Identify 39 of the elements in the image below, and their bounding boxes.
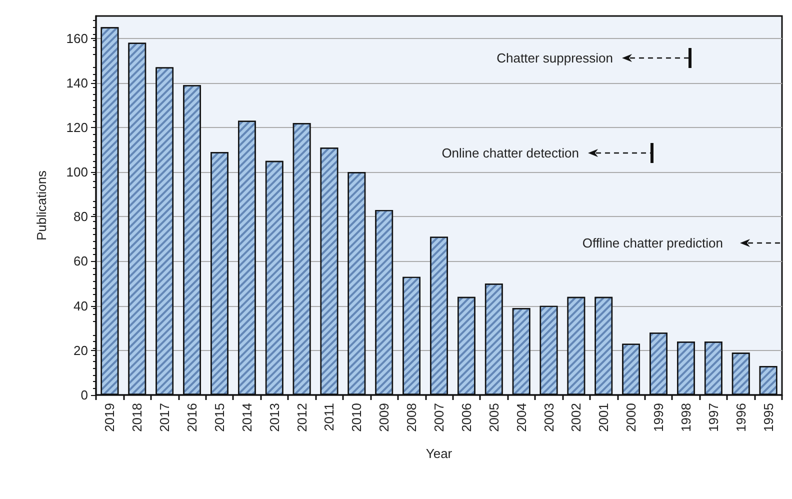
x-tick-label: 2012 [294, 403, 310, 432]
y-tick-label: 20 [74, 342, 88, 358]
x-tick-label: 2010 [349, 403, 364, 432]
y-tick-label: 140 [66, 75, 88, 90]
x-tick-label: 2007 [432, 403, 446, 432]
x-tick-label: 2015 [212, 403, 227, 432]
x-tick-label: 1998 [678, 403, 694, 432]
x-tick-label: 2005 [486, 403, 502, 432]
y-tick-label: 80 [74, 209, 88, 224]
y-tick-label: 0 [80, 388, 88, 402]
x-tick-label: 2003 [541, 403, 556, 432]
x-tick-label: 2014 [239, 403, 254, 432]
x-tick-label: 1996 [733, 403, 748, 432]
x-tick-label: 2001 [596, 403, 612, 432]
y-tick-label: 60 [74, 254, 88, 269]
y-axis-title: Publications [34, 170, 49, 241]
x-tick-label: 2013 [266, 403, 282, 432]
x-tick-label: 1995 [760, 403, 776, 432]
x-tick-label: 2002 [568, 403, 584, 432]
x-tick-label: 2011 [322, 403, 337, 431]
y-tick-label: 40 [74, 298, 88, 314]
x-tick-label: 2006 [458, 403, 474, 432]
x-tick-label: 2019 [102, 403, 118, 432]
x-axis-title: Year [426, 446, 453, 461]
x-tick-label: 1997 [706, 403, 721, 432]
x-tick-label: 2017 [157, 403, 172, 432]
y-tick-label: 160 [66, 30, 88, 46]
annotation: Offline chatter prediction [582, 236, 723, 250]
x-tick-label: 1999 [651, 403, 666, 432]
x-tick-label: 2016 [184, 403, 200, 432]
annotation: Chatter suppression [496, 50, 613, 66]
x-tick-label: 2008 [404, 403, 420, 432]
x-tick-label: 2018 [130, 403, 145, 432]
y-tick-label: 100 [66, 164, 88, 180]
x-tick-label: 2000 [624, 403, 639, 432]
x-tick-label: 2004 [514, 403, 529, 432]
annotation: Online chatter detection [442, 146, 579, 160]
y-tick-label: 120 [66, 120, 88, 135]
x-tick-label: 2009 [376, 403, 392, 432]
